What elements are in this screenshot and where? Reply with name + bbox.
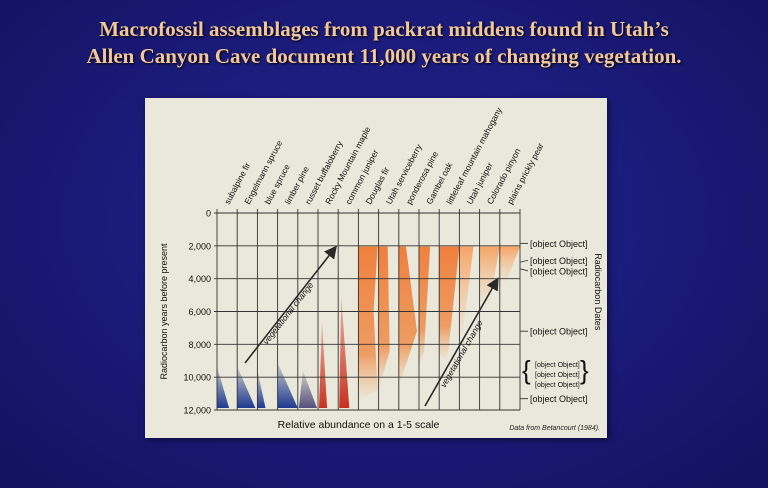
right-brace: } bbox=[580, 355, 589, 385]
radiocarbon-date-label: [object Object] bbox=[530, 256, 588, 266]
y-tick-label: 12,000 bbox=[183, 406, 211, 416]
abundance-shape-1 bbox=[237, 366, 256, 408]
y-tick-label: 2,000 bbox=[188, 241, 211, 251]
y-axis-label: Radiocarbon years before present bbox=[159, 243, 169, 380]
abundance-shape-2 bbox=[257, 370, 266, 408]
vegetation-chart: 02,0004,0006,0008,00010,00012,000subalpi… bbox=[159, 105, 603, 432]
abundance-shape-4 bbox=[298, 370, 317, 408]
radiocarbon-date-label: [object Object] bbox=[530, 394, 588, 404]
x-axis-label: Relative abundance on a 1-5 scale bbox=[278, 419, 440, 431]
radiocarbon-date-label: [object Object] bbox=[535, 372, 580, 379]
radiocarbon-date-label: [object Object] bbox=[530, 266, 588, 276]
abundance-shape-11 bbox=[439, 246, 460, 361]
slide-title-line-1: Macrofossil assemblages from packrat mid… bbox=[99, 17, 669, 41]
y-tick-label: 4,000 bbox=[188, 274, 211, 284]
chart-panel: 0 2,000 4,000 6,000 8,000 10,000 12,000 subalpi… bbox=[145, 98, 607, 438]
abundance-shape-10 bbox=[419, 246, 431, 367]
y-tick-label: 0 bbox=[206, 209, 211, 219]
abundance-shape-3 bbox=[277, 362, 298, 408]
vegetational-change-label: vegetational change bbox=[261, 280, 316, 346]
abundance-shape-9 bbox=[398, 246, 417, 387]
y-tick-label: 10,000 bbox=[183, 373, 211, 383]
slide-title-line-2: Allen Canyon Cave document 11,000 years … bbox=[86, 44, 682, 68]
vegetational-change-arrow bbox=[244, 245, 337, 364]
abundance-areas bbox=[217, 246, 520, 408]
radiocarbon-date-label: [object Object] bbox=[530, 239, 588, 249]
abundance-shape-12 bbox=[459, 246, 474, 336]
date-tick bbox=[519, 259, 529, 263]
right-axis-label: Radiocarbon Dates bbox=[593, 253, 603, 331]
y-tick-label: 6,000 bbox=[188, 307, 211, 317]
date-tick bbox=[519, 268, 529, 272]
abundance-shape-6 bbox=[339, 295, 350, 408]
left-brace: { bbox=[522, 355, 531, 385]
y-tick-label: 8,000 bbox=[188, 340, 211, 350]
abundance-shape-0 bbox=[217, 366, 230, 408]
abundance-shape-13 bbox=[479, 246, 500, 302]
abundance-shape-5 bbox=[319, 321, 328, 408]
vegetational-change-arrow bbox=[424, 277, 499, 407]
radiocarbon-date-label: [object Object] bbox=[530, 327, 588, 337]
radiocarbon-date-label: [object Object] bbox=[535, 382, 580, 389]
abundance-shape-7 bbox=[358, 246, 378, 401]
source-note: Data from Betancourt (1984). bbox=[509, 425, 600, 432]
abundance-shape-14 bbox=[499, 246, 520, 282]
chart-grid bbox=[214, 209, 529, 411]
slide-title: Macrofossil assemblages from packrat mid… bbox=[0, 16, 768, 70]
radiocarbon-date-label: [object Object] bbox=[535, 362, 580, 369]
abundance-shape-8 bbox=[378, 246, 390, 391]
